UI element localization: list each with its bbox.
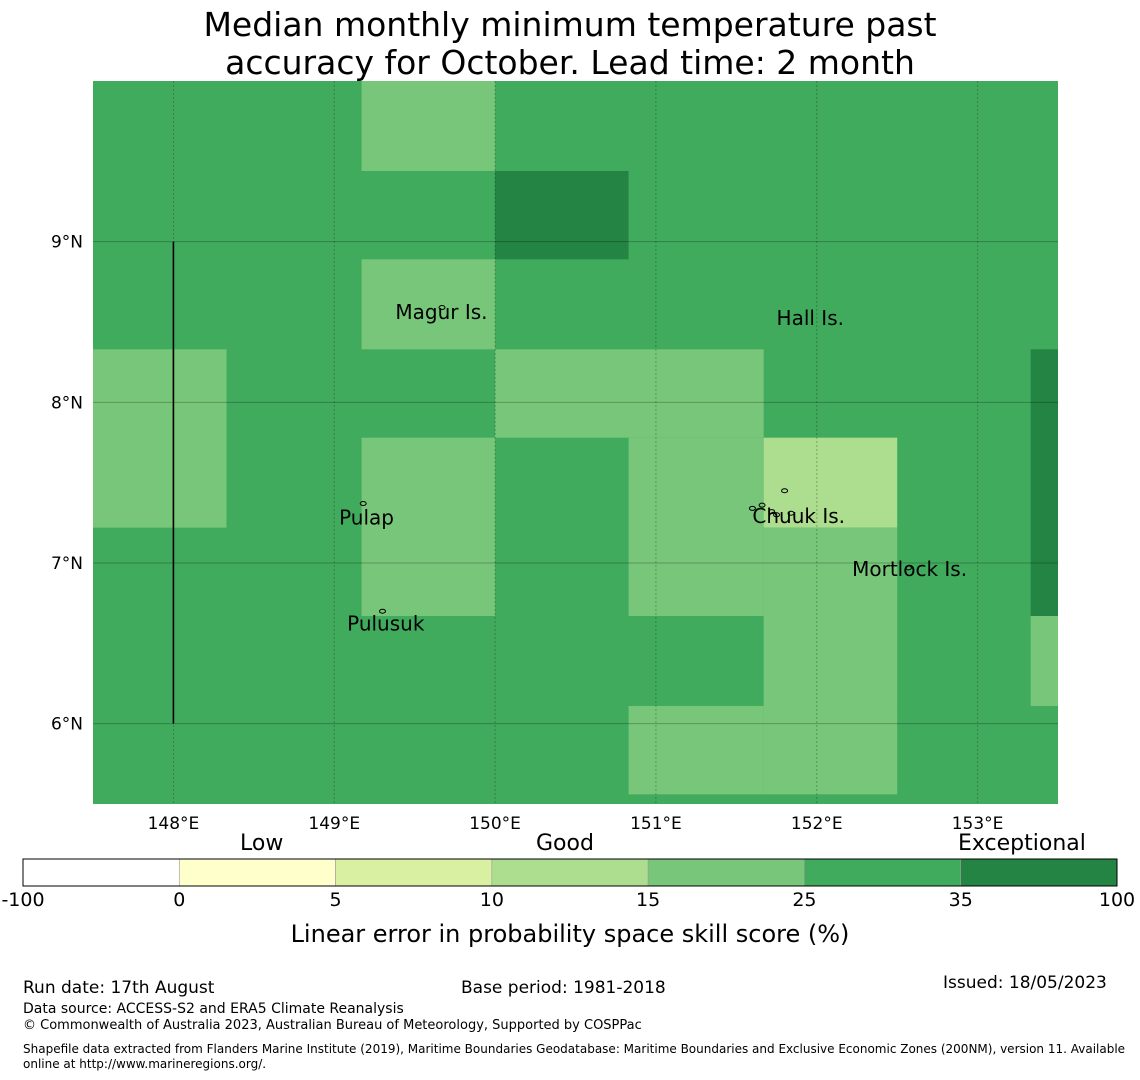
colorbar-bin xyxy=(335,858,493,887)
shapefile-credit-line-2: online at http://www.marineregions.org/. xyxy=(23,1057,267,1071)
place-label: Pulap xyxy=(339,505,394,529)
map-cell xyxy=(628,437,764,617)
run-date: Run date: 17th August xyxy=(23,978,215,998)
island-outline xyxy=(781,488,789,494)
map-cell xyxy=(495,349,764,438)
colorbar-category-low: Low xyxy=(240,831,284,856)
island-outline xyxy=(748,505,756,511)
island-outline xyxy=(359,501,367,507)
map-cell xyxy=(763,527,898,706)
issued-date: Issued: 18/05/2023 xyxy=(943,973,1107,993)
map-cell xyxy=(763,437,898,528)
colorbar-tick-label: 100 xyxy=(1098,889,1136,911)
island-outline xyxy=(379,608,386,614)
colorbar-bin xyxy=(178,858,336,887)
map-cell xyxy=(1030,616,1058,706)
data-source: Data source: ACCESS-S2 and ERA5 Climate … xyxy=(23,1001,404,1017)
place-label: Hall Is. xyxy=(777,306,844,330)
copyright: © Commonwealth of Australia 2023, Austra… xyxy=(23,1018,642,1033)
colorbar-bin xyxy=(491,858,649,887)
island-outline xyxy=(758,502,766,508)
title-line-1: Median monthly minimum temperature past xyxy=(203,5,937,44)
lon-tick-label: 148°E xyxy=(148,814,200,834)
colorbar-tick-label: 25 xyxy=(792,889,817,911)
map-title: Median monthly minimum temperature past … xyxy=(0,6,1140,82)
map-cell xyxy=(361,437,496,617)
lon-tick-label: 149°E xyxy=(308,814,360,834)
island-outline xyxy=(773,512,781,518)
map-cell xyxy=(361,259,496,350)
lon-tick-label: 153°E xyxy=(952,814,1004,834)
island-outline xyxy=(787,510,795,516)
island-outline xyxy=(438,305,446,311)
colorbar-bin xyxy=(960,858,1118,887)
place-label: Magur Is. xyxy=(395,300,487,324)
colorbar-tick-label: 35 xyxy=(948,889,973,911)
shapefile-credit-line-1: Shapefile data extracted from Flanders M… xyxy=(23,1042,1126,1056)
map-cell xyxy=(628,705,764,795)
lat-tick-label: 9°N xyxy=(51,233,83,253)
base-period: Base period: 1981-2018 xyxy=(461,978,666,998)
colorbar-category-exceptional: Exceptional xyxy=(958,831,1086,856)
colorbar-tick-label: -100 xyxy=(1,889,45,911)
place-label: Mortlock Is. xyxy=(852,557,967,581)
colorbar-tick-label: 0 xyxy=(173,889,186,911)
map-cell xyxy=(495,170,629,260)
lat-tick-label: 8°N xyxy=(51,393,83,413)
lat-tick-label: 7°N xyxy=(51,554,83,574)
island-outline xyxy=(904,565,912,571)
skill-score-map: Magur Is. Hall Is. Pulap Chuuk Is. Mortlock … xyxy=(22,81,1118,887)
map-cell xyxy=(763,705,898,795)
colorbar-frame xyxy=(22,858,1118,887)
map-cell xyxy=(1030,349,1058,617)
title-line-2: accuracy for October. Lead time: 2 month xyxy=(225,43,915,82)
colorbar-category-good: Good xyxy=(536,831,594,856)
colorbar-tick-label: 5 xyxy=(329,889,342,911)
lat-tick-label: 6°N xyxy=(51,715,83,735)
colorbar-bin xyxy=(647,858,805,887)
lon-tick-label: 150°E xyxy=(469,814,521,834)
island-outline xyxy=(768,509,776,515)
map-cell xyxy=(93,349,227,528)
colorbar-tick-label: 15 xyxy=(636,889,661,911)
lon-tick-label: 151°E xyxy=(630,814,682,834)
colorbar-title: Linear error in probability space skill … xyxy=(290,920,850,948)
place-label: Chuuk Is. xyxy=(752,504,845,528)
colorbar-tick-label: 10 xyxy=(479,889,504,911)
colorbar-bin xyxy=(22,858,180,887)
place-label: Pulusuk xyxy=(347,611,425,635)
colorbar-bin xyxy=(804,858,962,887)
map-cell xyxy=(361,81,496,171)
lon-tick-label: 152°E xyxy=(791,814,843,834)
